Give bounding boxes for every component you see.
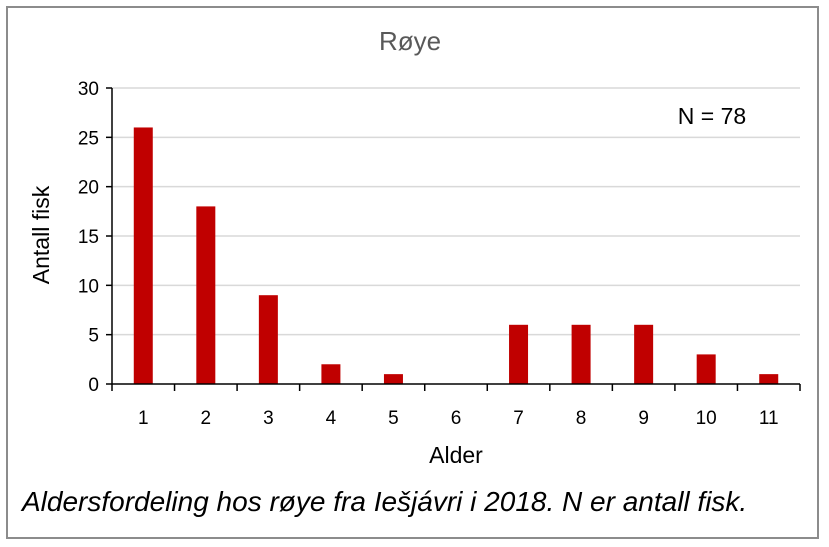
annotation-n: N = 78 xyxy=(678,103,746,129)
y-tick-label: 20 xyxy=(78,178,99,199)
bar xyxy=(258,295,278,384)
x-tick-label: 8 xyxy=(576,408,587,429)
y-tick-label: 10 xyxy=(78,276,99,297)
bar xyxy=(509,324,529,384)
y-tick-label: 30 xyxy=(78,79,99,100)
tick-labels: 0 5 10 15 20 25 30 1 2 3 4 5 6 7 8 9 10 11 xyxy=(78,79,779,429)
x-tick-label: 9 xyxy=(638,408,649,429)
x-tick-label: 5 xyxy=(388,408,399,429)
x-tick-label: 3 xyxy=(263,408,274,429)
bar xyxy=(383,374,403,384)
bar xyxy=(133,127,153,384)
y-tick-label: 25 xyxy=(78,128,99,149)
x-tick-label: 7 xyxy=(513,408,524,429)
chart-title: Røye xyxy=(379,26,441,56)
y-tick-label: 0 xyxy=(88,375,99,396)
bar xyxy=(321,364,341,384)
x-tick-label: 6 xyxy=(451,408,462,429)
x-tick-label: 2 xyxy=(201,408,212,429)
bar xyxy=(696,354,716,384)
gridlines xyxy=(112,87,800,336)
bar xyxy=(759,374,779,384)
bars xyxy=(133,127,779,384)
x-tick-label: 11 xyxy=(759,408,779,429)
x-axis-label: Alder xyxy=(429,442,483,468)
axes xyxy=(106,87,801,391)
y-axis-label: Antall fisk xyxy=(28,185,54,284)
x-tick-label: 10 xyxy=(696,408,717,429)
x-tick-label: 4 xyxy=(326,408,337,429)
x-tick-label: 1 xyxy=(138,408,149,429)
bar xyxy=(634,324,654,384)
y-tick-label: 15 xyxy=(78,227,99,248)
bar xyxy=(196,206,216,384)
y-tick-label: 5 xyxy=(88,326,99,347)
bar-chart: 0 5 10 15 20 25 30 1 2 3 4 5 6 7 8 9 10 11 Røye N = 78 Al… xyxy=(28,26,801,468)
figure-caption: Aldersfordeling hos røye fra Iešjávri i … xyxy=(22,486,748,517)
bar xyxy=(571,324,591,384)
